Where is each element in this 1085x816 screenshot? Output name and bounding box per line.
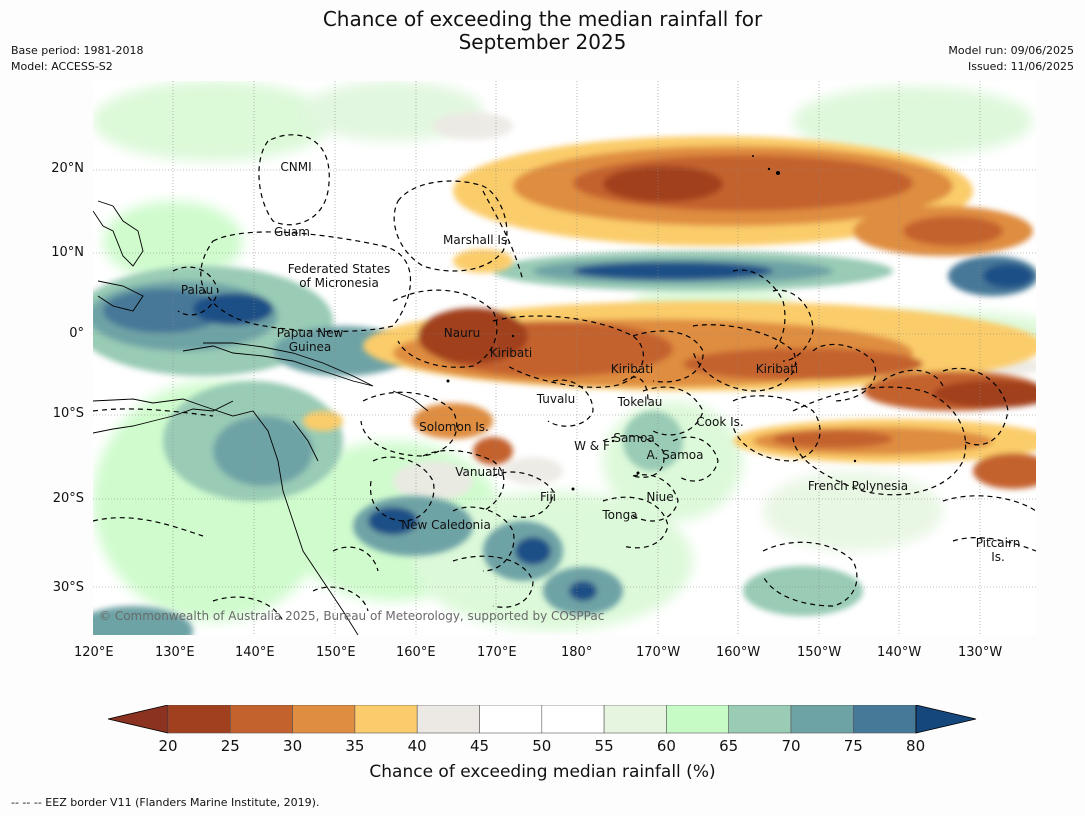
region-label-new-caledonia: New Caledonia — [401, 518, 491, 532]
model-run: Model run: 09/06/2025 — [948, 44, 1074, 57]
rainfall-map — [93, 81, 1036, 635]
region-label-micronesia-line-2: of Micronesia — [299, 276, 379, 290]
colorbar-bin-75 — [852, 705, 916, 734]
meta-right: Model run: 09/06/2025 Issued: 11/06/2025 — [948, 43, 1074, 75]
meta-left: Base period: 1981-2018 Model: ACCESS-S2 — [11, 43, 143, 75]
region-label-american-samoa: A. Samoa — [646, 448, 704, 462]
colorbar-tick-50: 50 — [532, 737, 552, 755]
region-label-marshall-islands: Marshall Is. — [443, 233, 511, 247]
region-label-solomon-islands: Solomon Is. — [419, 420, 489, 434]
map-title: Chance of exceeding the median rainfall … — [0, 8, 1085, 54]
colorbar-bin-30 — [292, 705, 356, 734]
region-label-png-line-1: Papua New — [276, 326, 344, 340]
colorbar-bin-65 — [728, 705, 792, 734]
lon-label-130e: 130°E — [155, 645, 195, 660]
colorbar-tick-30: 30 — [283, 737, 303, 755]
region-label-png-line-2: Guinea — [288, 340, 332, 354]
lat-label-10s: 10°S — [52, 406, 84, 421]
wet-anomalies — [93, 251, 1036, 635]
lat-label-0: 0° — [69, 326, 84, 341]
eez-borders — [93, 134, 1036, 622]
colorbar-tick-20: 20 — [158, 737, 178, 755]
lon-label-170e: 170°E — [477, 645, 517, 660]
colorbar-under-arrow — [108, 705, 169, 734]
lon-label-150e: 150°E — [316, 645, 356, 660]
region-label-niue: Niue — [646, 490, 674, 504]
colorbar-tick-70: 70 — [781, 737, 801, 755]
colorbar-tick-35: 35 — [345, 737, 365, 755]
map-area[interactable]: CNMI Guam Marshall Is. Federated States … — [93, 81, 1036, 635]
colorbar-tick-25: 25 — [220, 737, 240, 755]
region-label-french-polynesia: French Polynesia — [807, 479, 909, 493]
issued-date: Issued: 11/06/2025 — [967, 60, 1074, 73]
colorbar-bin-40 — [416, 705, 480, 734]
base-period: Base period: 1981-2018 — [11, 44, 144, 57]
region-label-wallis-futuna: W & F — [574, 439, 610, 453]
lon-label-180: 180° — [561, 645, 593, 660]
lat-label-20s: 20°S — [52, 491, 84, 506]
lon-label-160e: 160°E — [396, 645, 436, 660]
lat-label-20n: 20°N — [51, 161, 84, 176]
region-label-tokelau: Tokelau — [617, 395, 663, 409]
colorbar-bin-55 — [603, 705, 667, 734]
region-label-kiribati-east: Kiribati — [755, 362, 799, 376]
region-label-guam: Guam — [274, 225, 310, 239]
region-label-tuvalu: Tuvalu — [536, 392, 576, 406]
eez-footnote: -- -- -- EEZ border V11 (Flanders Marine… — [11, 796, 320, 809]
region-label-samoa: Samoa — [613, 431, 655, 445]
region-label-pitcairn-line-1: Pitcairn — [975, 536, 1021, 550]
colorbar-bins — [167, 705, 916, 734]
lon-label-120e: 120°E — [74, 645, 114, 660]
copyright-notice: © Commonwealth of Australia 2025, Bureau… — [99, 609, 605, 623]
coastlines — [93, 200, 429, 635]
region-label-tonga: Tonga — [602, 508, 638, 522]
colorbar-tick-80: 80 — [906, 737, 926, 755]
colorbar-bin-60 — [666, 705, 730, 734]
lon-label-130w: 130°W — [958, 645, 1003, 660]
colorbar-tick-75: 75 — [843, 737, 863, 755]
lon-label-140w: 140°W — [877, 645, 922, 660]
lat-label-30s: 30°S — [52, 580, 84, 595]
region-label-fiji: Fiji — [539, 490, 557, 504]
colorbar-tick-60: 60 — [656, 737, 676, 755]
lon-label-150w: 150°W — [797, 645, 842, 660]
colorbar-bin-35 — [354, 705, 418, 734]
lon-label-160w: 160°W — [716, 645, 761, 660]
region-label-palau: Palau — [180, 283, 214, 297]
region-label-png: Papua New Guinea — [277, 326, 344, 354]
colorbar-bin-70 — [790, 705, 854, 734]
colorbar — [108, 705, 977, 734]
title-line-1: Chance of exceeding the median rainfall … — [322, 7, 763, 31]
region-label-kiribati-central: Kiribati — [610, 362, 654, 376]
islands — [446, 155, 857, 491]
colorbar-label: Chance of exceeding median rainfall (%) — [369, 762, 716, 782]
lon-label-170w: 170°W — [636, 645, 681, 660]
lon-label-140e: 140°E — [235, 645, 275, 660]
colorbar-bin-25 — [230, 705, 293, 734]
dry-anomalies — [303, 136, 1036, 489]
region-label-cnmi: CNMI — [280, 160, 312, 174]
region-label-pitcairn-line-2: Is. — [991, 550, 1005, 564]
colorbar-tick-55: 55 — [594, 737, 614, 755]
region-label-vanuatu: Vanuatu — [455, 465, 505, 479]
region-label-kiribati-west: Kiribati — [489, 346, 533, 360]
colorbar-over-arrow — [915, 705, 977, 734]
colorbar-tick-45: 45 — [469, 737, 490, 755]
region-label-micronesia-line-1: Federated States — [287, 262, 391, 276]
region-label-nauru: Nauru — [443, 326, 481, 340]
region-label-pitcairn: Pitcairn Is. — [976, 536, 1021, 564]
model-name: Model: ACCESS-S2 — [11, 60, 113, 73]
region-label-cook-islands: Cook Is. — [696, 415, 744, 429]
colorbar-tick-40: 40 — [407, 737, 427, 755]
colorbar-bin-50 — [541, 705, 605, 734]
colorbar-bin-20 — [167, 705, 231, 734]
lat-label-10n: 10°N — [51, 245, 84, 260]
title-line-2: September 2025 — [458, 30, 627, 54]
region-label-micronesia: Federated States of Micronesia — [288, 262, 390, 290]
colorbar-bin-45 — [479, 705, 543, 734]
colorbar-tick-65: 65 — [719, 737, 739, 755]
